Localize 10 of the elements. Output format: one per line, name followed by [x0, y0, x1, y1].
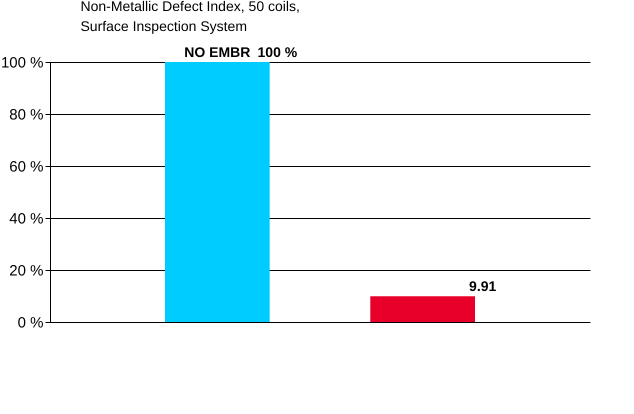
- y-tick-label: 0 %: [18, 314, 44, 332]
- y-tick-label: 100 %: [0, 54, 44, 72]
- y-tick-label: 80 %: [9, 106, 44, 124]
- data-label: 9.91: [469, 278, 496, 294]
- chart-title: Non-Metallic Defect Index, 50 coils, Surface Inspection System: [80, 0, 300, 34]
- y-tick-label: 20 %: [9, 262, 44, 280]
- data-label: 100 %: [257, 44, 298, 60]
- y-tick-label: 40 %: [9, 210, 44, 228]
- x-tick-label: NO EMBR: [184, 44, 250, 60]
- y-tick-label: 60 %: [9, 158, 44, 176]
